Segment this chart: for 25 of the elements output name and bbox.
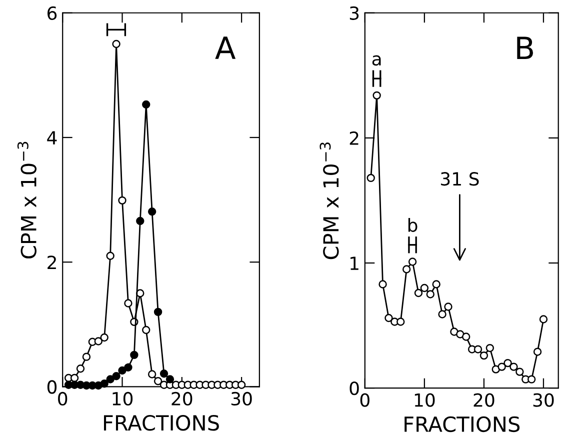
annotation: 31 S: [440, 172, 479, 186]
x-tick-label: 10: [414, 393, 435, 407]
x-tick-label: 20: [474, 393, 494, 407]
annotation: B: [517, 36, 533, 60]
y-tick-label: 2: [48, 256, 56, 269]
annotation: b: [408, 218, 418, 232]
annotation: A: [215, 36, 236, 59]
y-tick-label: 4: [47, 131, 57, 144]
y-axis-title: CPM x 10$^{−3}$: [17, 142, 37, 258]
y-axis-title: CPM x 10$^{−3}$: [320, 142, 339, 260]
x-tick-label: 0: [360, 393, 370, 407]
y-tick-label: 2: [350, 131, 358, 145]
x-tick-label: 30: [533, 393, 554, 407]
x-tick-label: 0: [58, 392, 68, 406]
x-tick-label: 30: [231, 392, 252, 406]
y-tick-label: 3: [350, 6, 359, 20]
x-axis-title: FRACTIONS: [104, 414, 219, 431]
x-tick-label: 20: [172, 392, 192, 406]
x-axis-title: FRACTIONS: [404, 416, 520, 432]
y-tick-label: 0: [350, 382, 359, 396]
annotation: a: [372, 55, 381, 66]
y-tick-label: 1: [350, 256, 358, 270]
y-tick-label: 6: [48, 6, 57, 20]
y-tick-label: 0: [47, 380, 57, 394]
x-tick-label: 10: [112, 392, 133, 406]
